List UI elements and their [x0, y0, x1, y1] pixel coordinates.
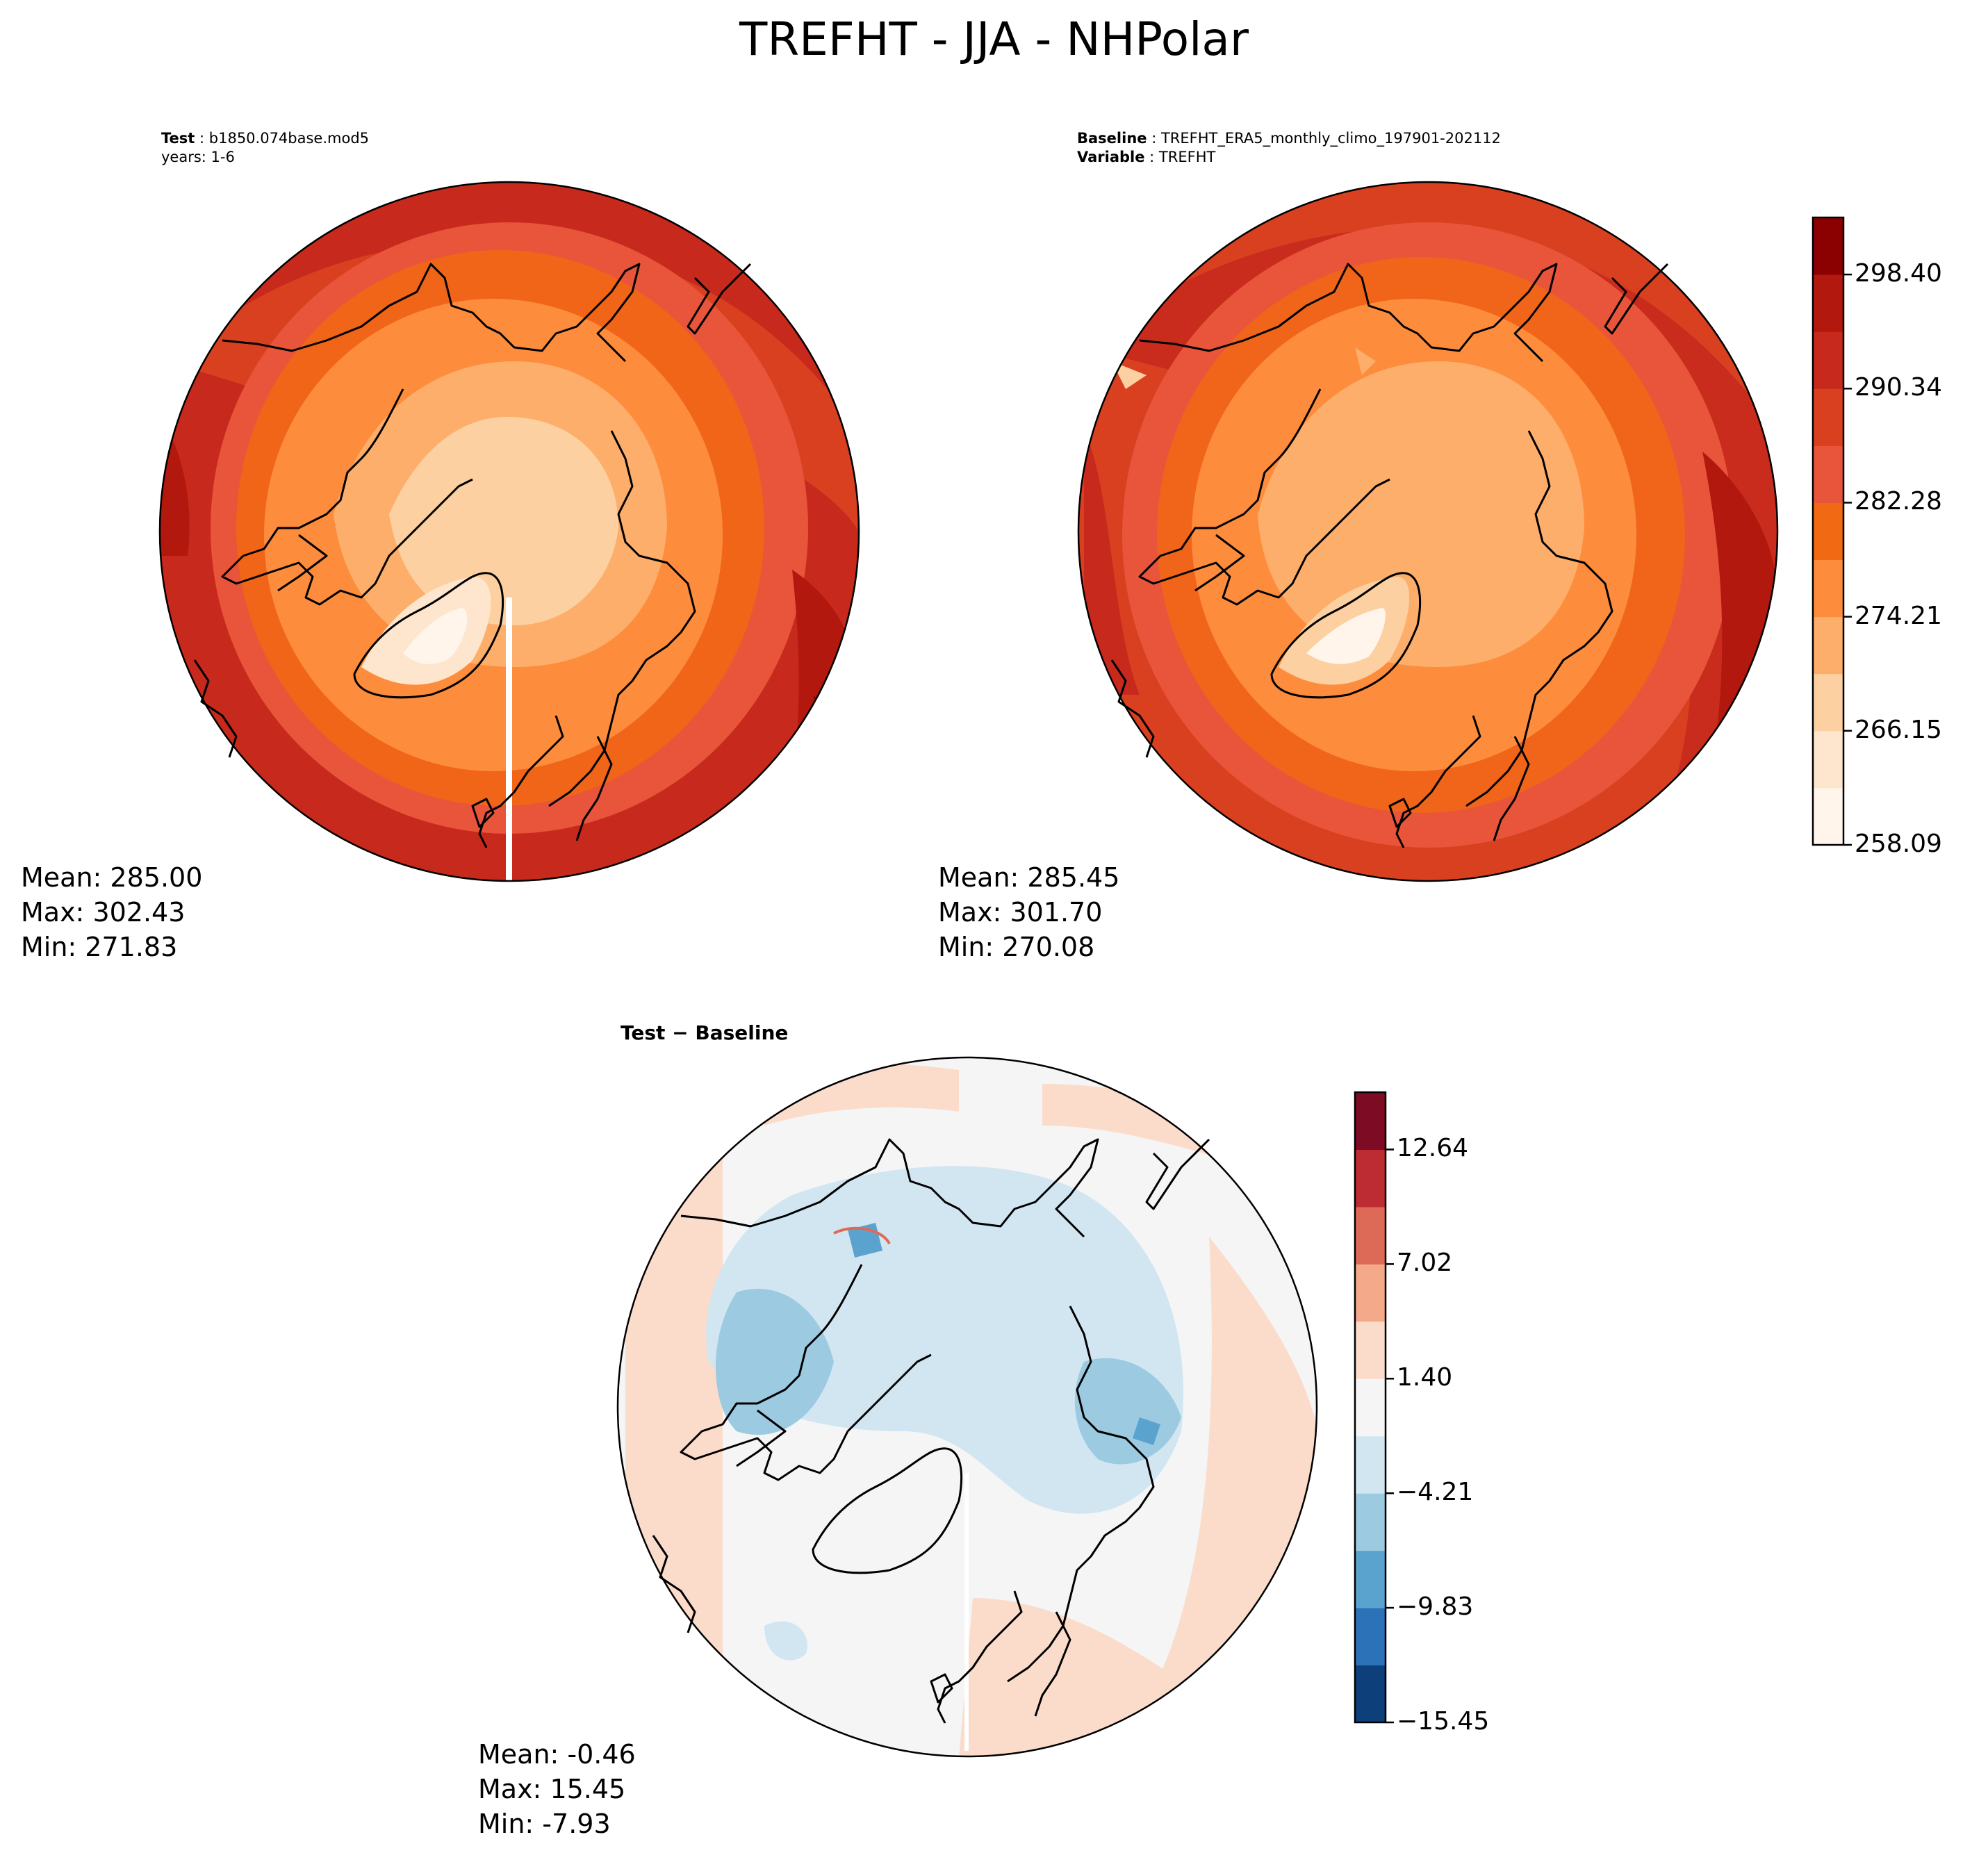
- test-stats: Mean: 285.00 Max: 302.43 Min: 271.83: [21, 860, 202, 964]
- colorbar-difference-tick-label: −9.83: [1397, 1592, 1474, 1622]
- colorbar-absolute-tick-label: 282.28: [1855, 487, 1942, 516]
- baseline-label: Baseline: [1077, 130, 1147, 147]
- variable-name: TREFHT: [1158, 149, 1216, 165]
- diff-panel-title: Test − Baseline: [621, 1021, 789, 1044]
- colorbar-absolute-segment: [1813, 388, 1843, 446]
- colorbar-absolute-segment: [1813, 730, 1843, 789]
- colorbar-difference-segment: [1355, 1608, 1386, 1666]
- figure-title: TREFHT - JJA - NHPolar: [739, 13, 1249, 66]
- baseline-map: [1077, 181, 1779, 882]
- colorbar-absolute-segment: [1813, 331, 1843, 389]
- baseline-case-name: TREFHT_ERA5_monthly_climo_197901-202112: [1160, 130, 1501, 147]
- colorbar-difference-tick-label: −4.21: [1397, 1478, 1474, 1507]
- colorbar-difference-segment: [1355, 1665, 1386, 1723]
- test-max: Max: 302.43: [21, 897, 186, 928]
- colorbar-absolute-segment: [1813, 787, 1843, 846]
- variable-label: Variable: [1077, 149, 1145, 165]
- diff-mean: Mean: -0.46: [478, 1739, 636, 1770]
- baseline-mean: Mean: 285.45: [938, 862, 1120, 893]
- colorbar-absolute-segment: [1813, 274, 1843, 332]
- colorbar-difference-segment: [1355, 1092, 1386, 1150]
- colorbar-absolute: [1812, 216, 1852, 846]
- test-mean: Mean: 285.00: [21, 862, 203, 893]
- colorbar-absolute-segment: [1813, 559, 1843, 618]
- colorbar-difference-segment: [1355, 1435, 1386, 1494]
- colorbar-absolute-tick-label: 258.09: [1855, 830, 1942, 858]
- colorbar-absolute-tick-label: 274.21: [1855, 601, 1942, 630]
- colorbar-difference-segment: [1355, 1149, 1386, 1208]
- colorbar-difference-segment: [1355, 1378, 1386, 1437]
- colorbar-absolute-tick-label: 266.15: [1855, 715, 1942, 744]
- colorbar-difference-segment: [1355, 1493, 1386, 1551]
- colorbar-absolute-tick-label: 290.34: [1855, 373, 1942, 402]
- test-case-name: b1850.074base.mod5: [208, 130, 370, 147]
- colorbar-difference-tick-label: −15.45: [1397, 1707, 1490, 1736]
- baseline-min: Min: 270.08: [938, 932, 1095, 962]
- test-years: years: 1-6: [161, 149, 235, 165]
- colorbar-difference-tick-label: 7.02: [1397, 1249, 1453, 1278]
- test-min: Min: 271.83: [21, 932, 178, 962]
- colorbar-difference-segment: [1355, 1321, 1386, 1379]
- baseline-panel-header: Baseline : TREFHT_ERA5_monthly_climo_197…: [1077, 130, 1501, 165]
- colorbar-difference-tick-label: 12.64: [1397, 1134, 1469, 1163]
- diff-min: Min: -7.93: [478, 1809, 611, 1839]
- colorbar-difference-segment: [1355, 1550, 1386, 1608]
- test-label: Test: [161, 130, 195, 147]
- diff-stats: Mean: -0.46 Max: 15.45 Min: -7.93: [478, 1737, 636, 1841]
- colorbar-difference-tick-label: 1.40: [1397, 1363, 1453, 1392]
- colorbar-absolute-segment: [1813, 616, 1843, 675]
- colorbar-absolute-tick-label: 298.40: [1855, 259, 1942, 288]
- baseline-stats: Mean: 285.45 Max: 301.70 Min: 270.08: [938, 860, 1119, 964]
- colorbar-difference: [1354, 1091, 1394, 1724]
- test-panel-header: Test : b1850.074base.mod5 years: 1-6: [161, 130, 370, 165]
- diff-max: Max: 15.45: [478, 1774, 626, 1804]
- colorbar-absolute-segment: [1813, 217, 1843, 275]
- difference-map: [616, 1056, 1318, 1758]
- colorbar-difference-segment: [1355, 1206, 1386, 1265]
- colorbar-absolute-frame: [1812, 216, 1845, 846]
- colorbar-absolute-segment: [1813, 673, 1843, 732]
- colorbar-difference-frame: [1354, 1091, 1387, 1724]
- baseline-max: Max: 301.70: [938, 897, 1103, 928]
- test-map: [158, 181, 860, 882]
- colorbar-absolute-segment: [1813, 502, 1843, 561]
- colorbar-absolute-segment: [1813, 445, 1843, 503]
- colorbar-difference-segment: [1355, 1264, 1386, 1322]
